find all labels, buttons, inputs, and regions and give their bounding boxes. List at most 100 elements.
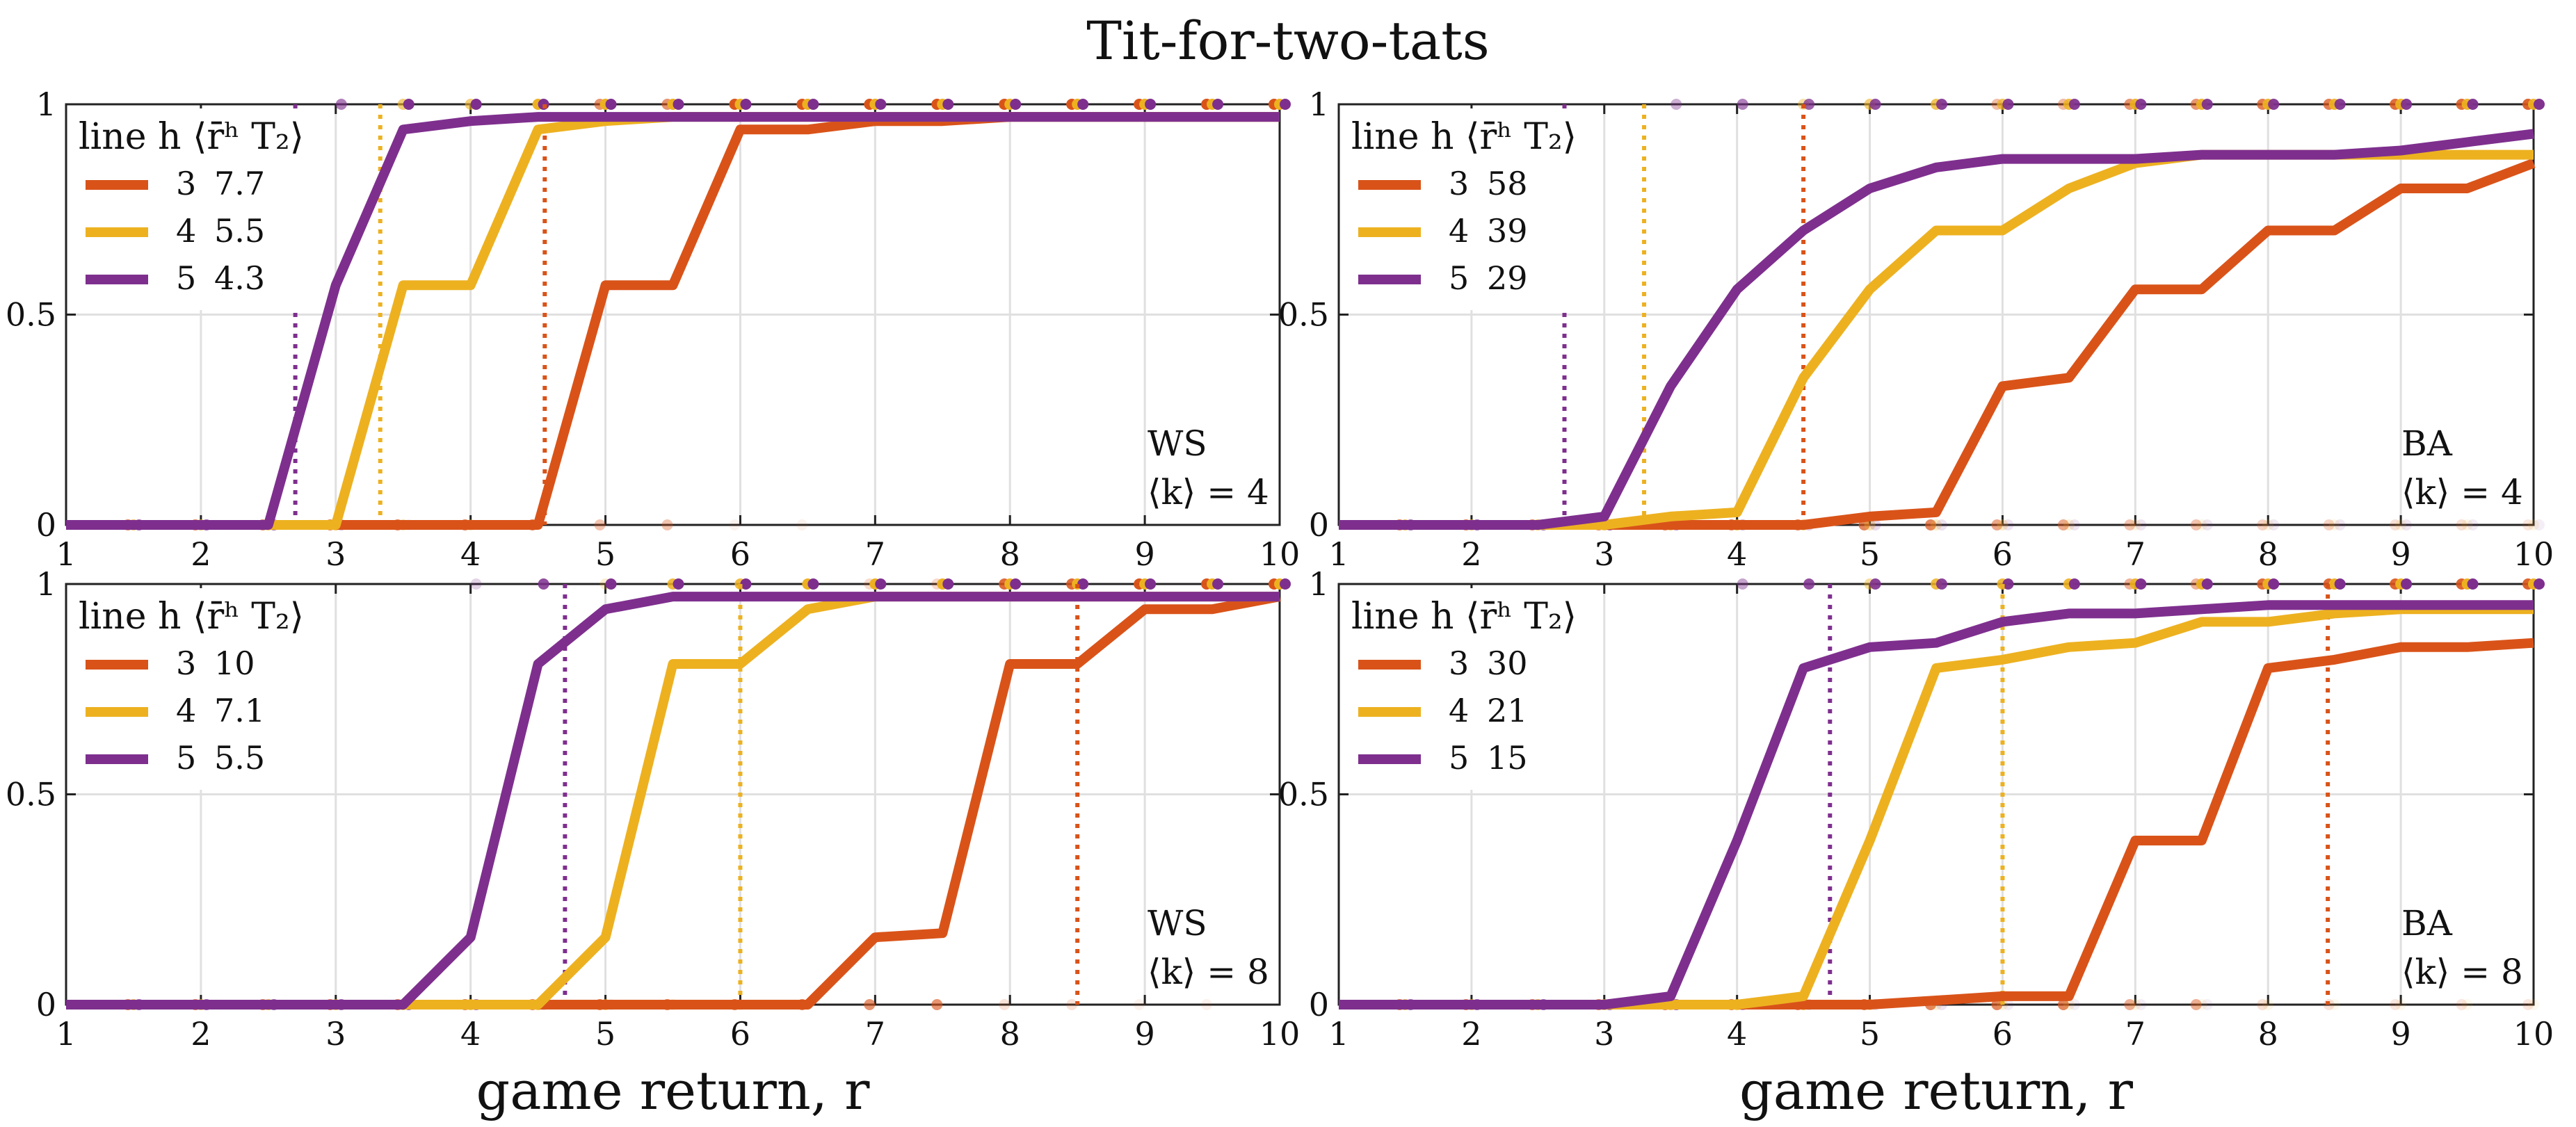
agent-dot-top <box>942 99 954 110</box>
x-tick-label: 10 <box>1259 1015 1301 1053</box>
x-tick-label: 8 <box>2258 535 2278 573</box>
x-tick-label: 6 <box>730 535 750 573</box>
agent-dot-top <box>807 578 819 590</box>
agent-dot-bottom <box>1925 519 1936 530</box>
x-tick-label: 2 <box>191 535 211 573</box>
legend-header: line h ⟨r̄ʰ T₂⟩ <box>79 596 304 638</box>
agent-dot-bottom <box>2456 999 2468 1010</box>
agent-dot-bottom <box>1201 999 1213 1010</box>
agent-dot-top <box>1936 99 1947 110</box>
agent-dot-bottom <box>2068 519 2080 530</box>
agent-dot-bottom <box>1134 999 1145 1010</box>
agent-dot-bottom <box>2201 519 2213 530</box>
agent-dot-bottom <box>2456 519 2468 530</box>
panel-1: 1 2 3 4 5 6 7 8 9 10 0 0.5 1 line h ⟨r̄ʰ T₂⟩ 3 7.7 4 5.5 5… <box>6 86 1300 573</box>
x-tick-label: 9 <box>1134 1015 1154 1053</box>
agent-dot-top <box>2334 578 2346 590</box>
y-tick-label: 1 <box>36 86 56 123</box>
agent-dot-bottom <box>2467 519 2479 530</box>
agent-dot-top <box>1671 99 1682 110</box>
agent-dot-top <box>2201 578 2213 590</box>
legend-h-value: 3 <box>176 644 196 682</box>
agent-dot-bottom <box>2057 999 2069 1010</box>
legend-header: line h ⟨r̄ʰ T₂⟩ <box>1351 596 1577 638</box>
agent-dot-bottom <box>931 999 943 1010</box>
agent-dot-bottom <box>1936 519 1947 530</box>
figure-title: Tit-for-two-tats <box>1086 10 1490 72</box>
agent-dot-top <box>2268 99 2280 110</box>
mean-degree-label: ⟨k⟩ = 8 <box>1148 952 1269 992</box>
mean-degree-label: ⟨k⟩ = 4 <box>2401 472 2523 512</box>
legend-h-value: 5 <box>1449 259 1469 297</box>
agent-dot-top <box>1010 99 1022 110</box>
agent-dot-bottom <box>2390 519 2401 530</box>
agent-dot-top <box>942 578 954 590</box>
agent-dot-bottom <box>2262 999 2274 1010</box>
agent-dot-bottom <box>796 519 808 530</box>
agent-dot-bottom <box>2395 519 2407 530</box>
agent-dot-top <box>2334 99 2346 110</box>
agent-dot-bottom <box>2196 519 2207 530</box>
x-tick-label: 6 <box>1993 535 2013 573</box>
agent-dot-bottom <box>2461 519 2473 530</box>
agent-dot-top <box>875 99 887 110</box>
legend-h-value: 5 <box>1449 739 1469 777</box>
agent-dot-bottom <box>729 519 741 530</box>
agent-dot-top <box>740 578 752 590</box>
agent-dot-top <box>1145 99 1157 110</box>
agent-dot-bottom <box>2323 519 2335 530</box>
x-tick-label: 7 <box>865 1015 885 1053</box>
agent-dot-top <box>605 99 617 110</box>
agent-dot-bottom <box>2130 999 2141 1010</box>
agent-dot-top <box>335 99 347 110</box>
x-tick-label: 1 <box>56 535 76 573</box>
x-tick-label: 9 <box>2390 1015 2410 1053</box>
x-tick-label: 1 <box>1328 1015 1349 1053</box>
legend-header: line h ⟨r̄ʰ T₂⟩ <box>79 116 304 158</box>
agent-dot-top <box>470 578 482 590</box>
legend-mean-r: 5.5 <box>214 739 265 777</box>
legend-mean-r: 15 <box>1487 739 1528 777</box>
agent-dot-top <box>2002 578 2014 590</box>
legend-mean-r: 10 <box>214 644 255 682</box>
agent-dot-bottom <box>999 999 1011 1010</box>
x-tick-label: 7 <box>865 535 885 573</box>
agent-dot-bottom <box>594 519 606 530</box>
agent-dot-bottom <box>1991 999 2003 1010</box>
legend-mean-r: 5.5 <box>214 212 265 250</box>
legend-h-value: 3 <box>1449 165 1469 202</box>
agent-dot-top <box>1803 99 1815 110</box>
agent-dot-bottom <box>2124 999 2136 1010</box>
agent-dot-top <box>2002 99 2014 110</box>
agent-dot-top <box>1145 578 1157 590</box>
agent-dot-top <box>673 99 684 110</box>
agent-dot-top <box>403 99 414 110</box>
agent-dot-top <box>1737 99 1748 110</box>
agent-dot-top <box>673 578 684 590</box>
x-tick-label: 10 <box>1259 535 1301 573</box>
legend-h-value: 4 <box>1449 692 1469 729</box>
agent-dot-top <box>2068 99 2080 110</box>
panel-2: 1 2 3 4 5 6 7 8 9 10 0 0.5 1 line h ⟨r̄ʰ T₂⟩ 3 58 4 39 5 29… <box>1278 86 2554 573</box>
legend-header: line h ⟨r̄ʰ T₂⟩ <box>1351 116 1577 158</box>
agent-dot-top <box>2401 578 2413 590</box>
agent-dot-bottom <box>2461 999 2473 1010</box>
agent-dot-bottom <box>1997 519 2009 530</box>
agent-dot-top <box>1280 578 1291 590</box>
series-line-h5 <box>1339 129 2534 530</box>
agent-dot-top <box>470 99 482 110</box>
agent-dot-bottom <box>2068 999 2080 1010</box>
agent-dot-top <box>2401 99 2413 110</box>
mean-degree-label: ⟨k⟩ = 4 <box>1148 472 1269 512</box>
agent-dot-top <box>1077 99 1089 110</box>
agent-dot-bottom <box>2534 519 2545 530</box>
agent-dot-top <box>740 99 752 110</box>
x-axis-label: game return, r <box>1739 1060 2134 1121</box>
agent-dot-bottom <box>2522 519 2534 530</box>
agent-dot-bottom <box>2401 519 2413 530</box>
panel-4: 1 2 3 4 5 6 7 8 9 10 0 0.5 1 line h ⟨r̄ʰ T₂⟩ 3 30 4 21 5 15… <box>1278 565 2554 1121</box>
legend-mean-r: 21 <box>1487 692 1528 729</box>
agent-dot-bottom <box>2196 999 2207 1010</box>
